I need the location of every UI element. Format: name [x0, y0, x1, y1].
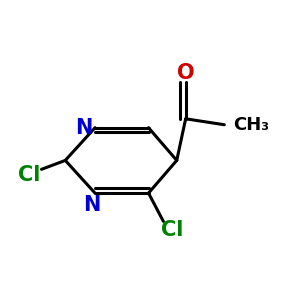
Text: Cl: Cl [18, 165, 41, 185]
Text: O: O [177, 63, 194, 83]
Text: N: N [83, 195, 101, 215]
Text: CH₃: CH₃ [233, 116, 269, 134]
Text: Cl: Cl [161, 220, 184, 240]
Text: N: N [75, 118, 92, 138]
